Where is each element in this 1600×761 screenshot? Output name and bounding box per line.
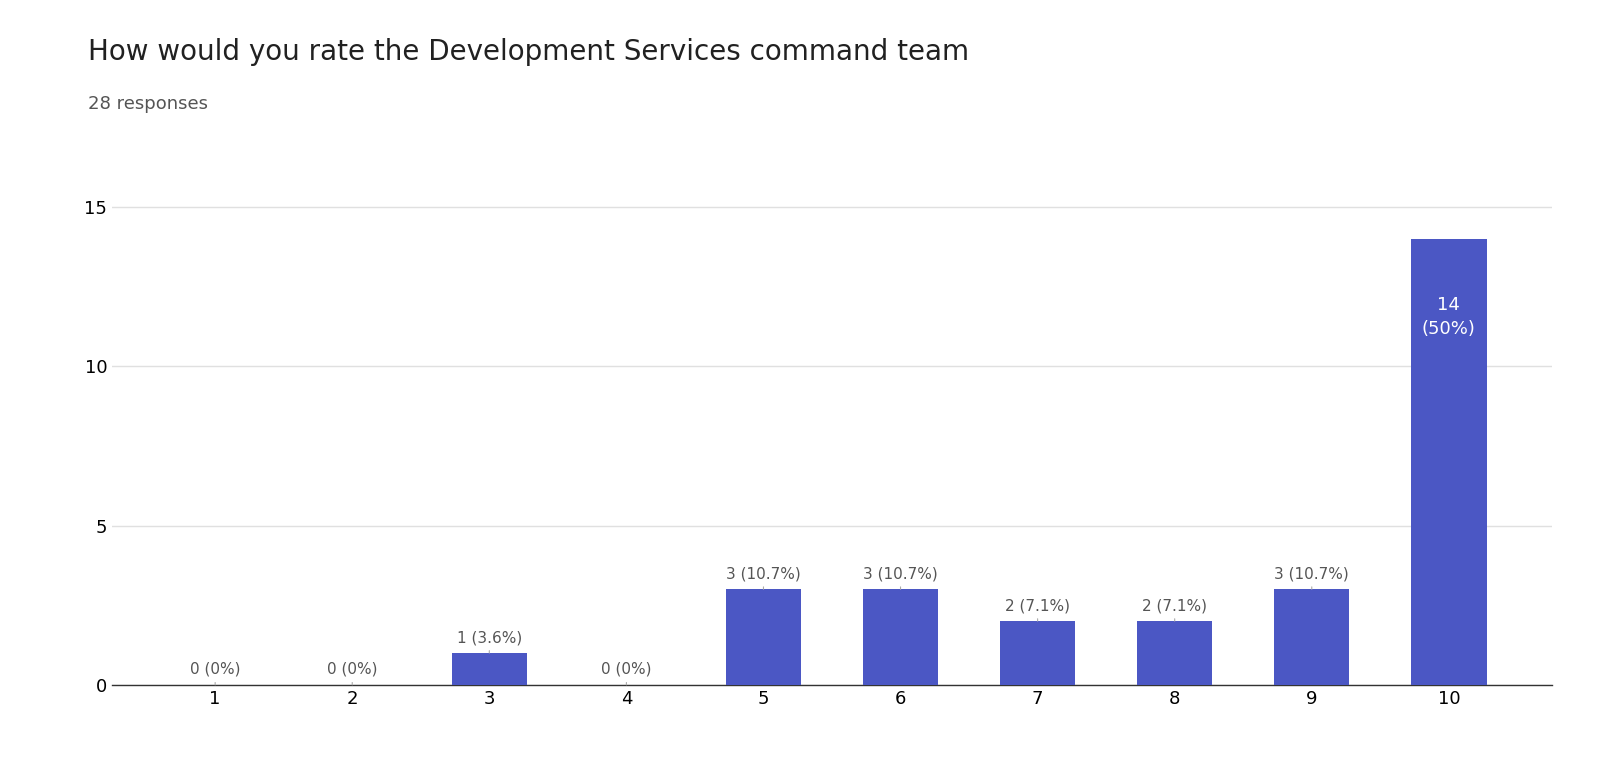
- Text: 3 (10.7%): 3 (10.7%): [862, 566, 938, 589]
- Bar: [1000, 621, 1075, 685]
- Bar: [862, 589, 938, 685]
- Text: 3 (10.7%): 3 (10.7%): [726, 566, 802, 589]
- Text: How would you rate the Development Services command team: How would you rate the Development Servi…: [88, 38, 970, 66]
- Bar: [1411, 239, 1486, 685]
- Text: 0 (0%): 0 (0%): [326, 662, 378, 685]
- Text: 0 (0%): 0 (0%): [190, 662, 240, 685]
- Bar: [451, 653, 526, 685]
- Text: 3 (10.7%): 3 (10.7%): [1274, 566, 1349, 589]
- Text: 0 (0%): 0 (0%): [602, 662, 651, 685]
- Bar: [1138, 621, 1213, 685]
- Text: 1 (3.6%): 1 (3.6%): [456, 630, 522, 653]
- Bar: [726, 589, 802, 685]
- Bar: [1274, 589, 1349, 685]
- Text: 2 (7.1%): 2 (7.1%): [1005, 598, 1070, 621]
- Text: 2 (7.1%): 2 (7.1%): [1142, 598, 1206, 621]
- Text: 28 responses: 28 responses: [88, 95, 208, 113]
- Text: 14
(50%): 14 (50%): [1422, 296, 1475, 338]
